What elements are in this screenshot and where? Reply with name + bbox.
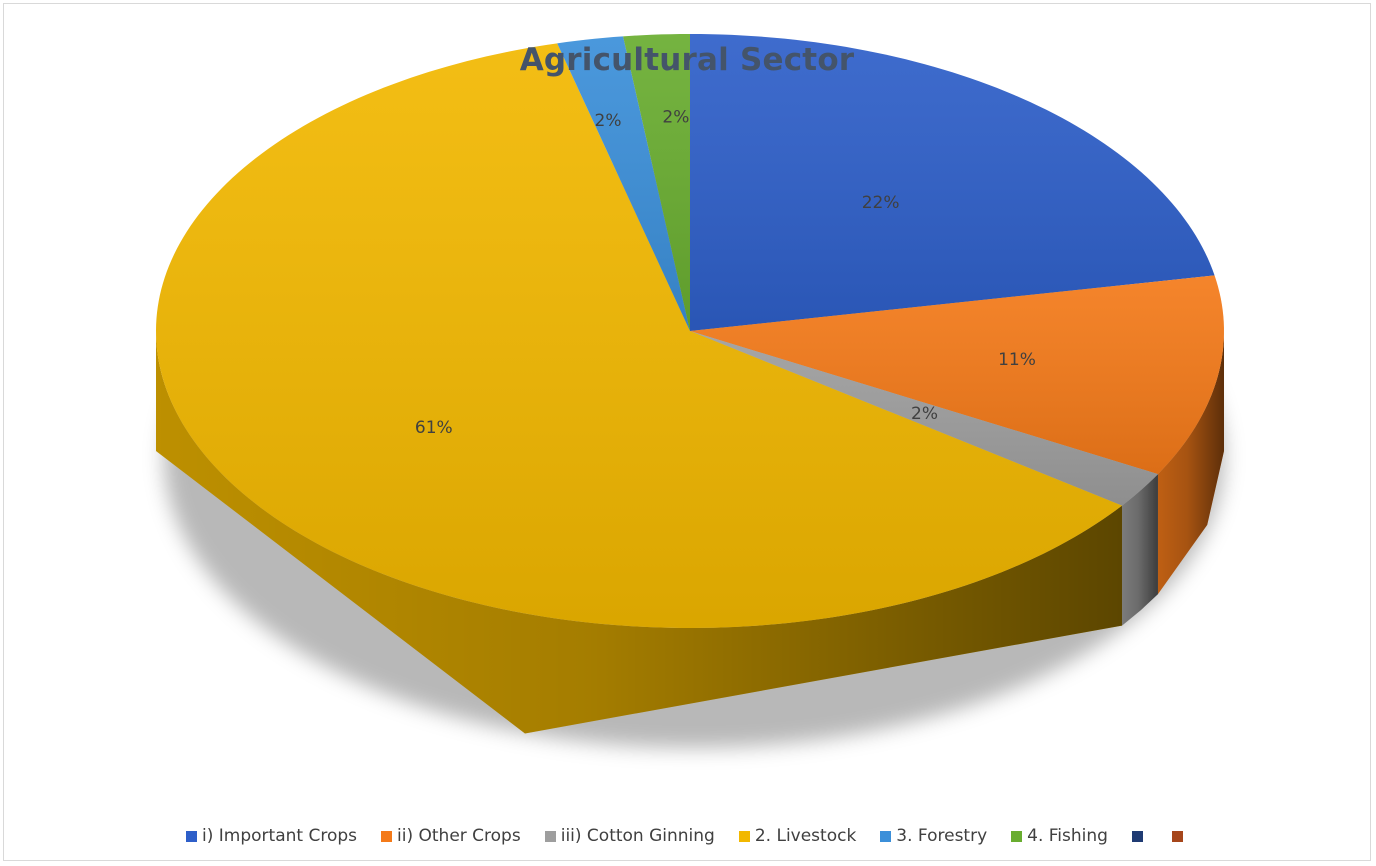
data-label: 2% [911, 404, 938, 424]
legend-swatch [880, 830, 892, 842]
chart-title: Agricultural Sector [519, 42, 855, 78]
data-label: 11% [998, 350, 1036, 370]
data-label: 2% [662, 108, 689, 128]
pie-slice-side-shade [1157, 331, 1224, 595]
legend-label: iii) Cotton Ginning [560, 826, 715, 846]
data-label: 2% [595, 111, 622, 131]
legend-label: 4. Fishing [1027, 826, 1108, 846]
legend-label: 2. Livestock [754, 826, 857, 846]
chart-area: 22% 11% 2% 61% 2% 2% Agricultural Sector i) I… [3, 3, 1371, 861]
legend-swatch [381, 830, 393, 842]
pie-slice-shade [690, 34, 1215, 331]
legend-item [1131, 830, 1148, 842]
legend-swatch [1171, 830, 1183, 842]
legend: i) Important Crops ii) Other Crops iii) Co… [4, 826, 1370, 846]
legend-swatch [186, 830, 198, 842]
legend-item: iii) Cotton Ginning [544, 826, 715, 846]
legend-swatch [544, 830, 556, 842]
legend-label: 3. Forestry [896, 826, 988, 846]
pie-slice-shade [690, 275, 1224, 475]
legend-item: 4. Fishing [1011, 826, 1108, 846]
pie-slice-side-shade [156, 331, 1123, 734]
pie-slice-shade [156, 43, 1123, 628]
data-label: 61% [415, 418, 453, 438]
legend-item: 2. Livestock [738, 826, 857, 846]
pie-slice-shade [690, 331, 1158, 506]
pie-slice-shade [623, 34, 690, 331]
legend-swatch [1011, 830, 1023, 842]
pie-slice-side-shade [1122, 474, 1158, 626]
legend-item: 3. Forestry [880, 826, 987, 846]
pie-slice-shade [557, 36, 690, 332]
legend-item: i) Important Crops [186, 826, 357, 846]
legend-label: i) Important Crops [202, 826, 358, 846]
legend-item [1171, 830, 1188, 842]
pie-chart: 22% 11% 2% 61% 2% 2% [156, 34, 1224, 748]
data-label: 22% [862, 193, 900, 213]
legend-item: ii) Other Crops [381, 826, 521, 846]
legend-swatch [738, 830, 750, 842]
legend-label: ii) Other Crops [397, 826, 521, 846]
legend-swatch [1131, 830, 1143, 842]
